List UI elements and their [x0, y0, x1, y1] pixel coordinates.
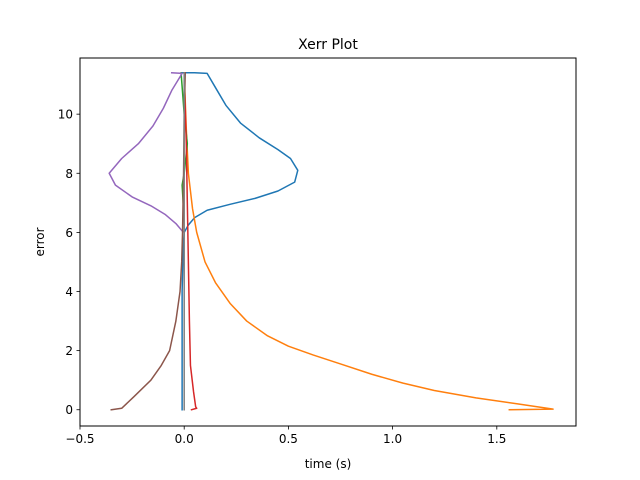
y-tick-label: 8 — [65, 167, 73, 181]
x-axis-label: time (s) — [305, 457, 352, 471]
series-layer — [108, 71, 554, 411]
chart-title: Xerr Plot — [298, 37, 358, 53]
x-axis: −0.5 0.0 0.5 1.0 1.5 — [65, 426, 506, 446]
y-tick-label: 4 — [65, 285, 73, 299]
y-axis-label: error — [33, 227, 47, 256]
series-line-4 — [183, 72, 198, 411]
y-tick-label: 0 — [65, 403, 73, 417]
x-tick-label: 0.5 — [279, 432, 298, 446]
x-tick-label: 0.0 — [175, 432, 194, 446]
series-line-5 — [108, 71, 186, 234]
x-tick-label: 1.5 — [487, 432, 506, 446]
y-axis: 0 2 4 6 8 10 — [58, 108, 80, 417]
x-tick-label: 1.0 — [383, 432, 402, 446]
y-tick-label: 10 — [58, 108, 73, 122]
series-line-2 — [183, 72, 554, 411]
y-tick-label: 6 — [65, 226, 73, 240]
y-tick-label: 2 — [65, 344, 73, 358]
plot-frame — [79, 57, 577, 427]
x-tick-label: −0.5 — [65, 432, 94, 446]
